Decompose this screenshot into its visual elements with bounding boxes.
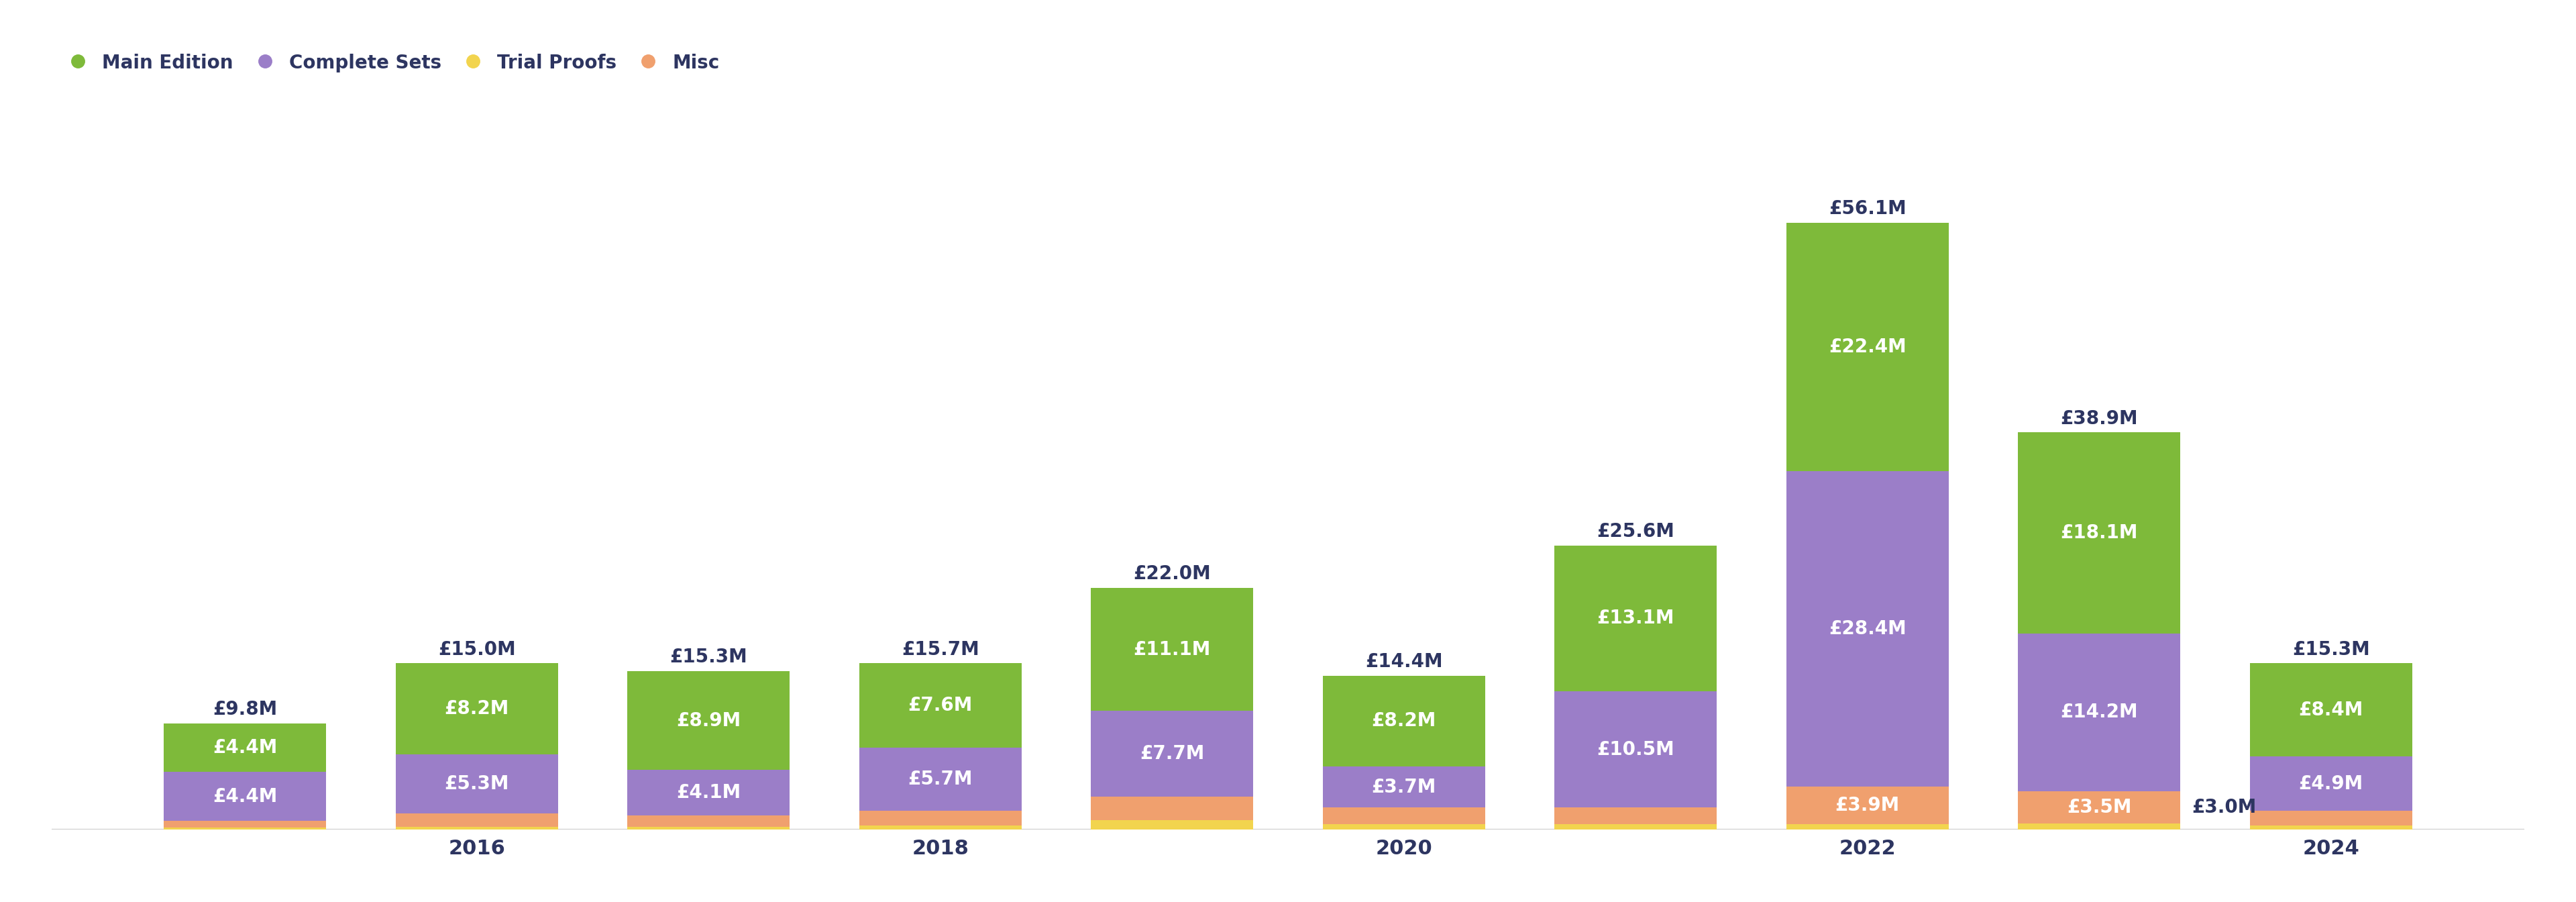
Text: £3.7M: £3.7M [1370, 778, 1437, 796]
Bar [629, 815, 791, 826]
Bar [1553, 824, 1716, 830]
Text: £3.0M: £3.0M [2192, 797, 2257, 816]
Bar [1785, 787, 1947, 824]
Bar [397, 826, 559, 830]
Bar [397, 663, 559, 754]
Bar [2249, 757, 2411, 811]
Bar [2017, 432, 2179, 633]
Text: £5.3M: £5.3M [446, 775, 510, 793]
Legend: Main Edition, Complete Sets, Trial Proofs, Misc: Main Edition, Complete Sets, Trial Proof… [62, 45, 726, 80]
Text: £22.4M: £22.4M [1829, 337, 1906, 356]
Text: £28.4M: £28.4M [1829, 620, 1906, 639]
Bar [1321, 807, 1484, 824]
Bar [2249, 811, 2411, 825]
Bar [1321, 676, 1484, 767]
Text: £11.1M: £11.1M [1133, 640, 1211, 658]
Bar [397, 754, 559, 814]
Bar [1321, 767, 1484, 807]
Text: £38.9M: £38.9M [2061, 410, 2138, 428]
Bar [2017, 791, 2179, 824]
Text: £5.7M: £5.7M [907, 770, 974, 788]
Bar [1092, 588, 1255, 711]
Bar [165, 821, 327, 828]
Bar [860, 748, 1023, 811]
Text: £4.9M: £4.9M [2298, 775, 2362, 793]
Bar [165, 772, 327, 821]
Bar [1785, 824, 1947, 830]
Bar [165, 723, 327, 772]
Text: £15.3M: £15.3M [670, 648, 747, 667]
Bar [165, 828, 327, 830]
Text: £25.6M: £25.6M [1597, 522, 1674, 541]
Text: £15.3M: £15.3M [2293, 640, 2370, 658]
Text: £14.4M: £14.4M [1365, 652, 1443, 671]
Bar [1553, 691, 1716, 807]
Text: £56.1M: £56.1M [1829, 199, 1906, 218]
Bar [2017, 824, 2179, 830]
Bar [1321, 824, 1484, 830]
Bar [860, 663, 1023, 748]
Bar [2249, 825, 2411, 830]
Bar [860, 825, 1023, 830]
Bar [1553, 807, 1716, 824]
Bar [629, 671, 791, 770]
Bar [1785, 471, 1947, 787]
Text: £4.4M: £4.4M [214, 739, 278, 757]
Text: £3.5M: £3.5M [2066, 797, 2130, 816]
Text: £18.1M: £18.1M [2061, 523, 2138, 542]
Text: £7.7M: £7.7M [1139, 744, 1206, 763]
Bar [1785, 223, 1947, 471]
Bar [2249, 663, 2411, 757]
Text: £7.6M: £7.6M [907, 696, 974, 715]
Bar [629, 770, 791, 815]
Bar [1092, 711, 1255, 796]
Text: £8.9M: £8.9M [677, 711, 742, 730]
Bar [860, 811, 1023, 825]
Text: £13.1M: £13.1M [1597, 609, 1674, 628]
Bar [1092, 796, 1255, 820]
Bar [629, 826, 791, 830]
Bar [397, 814, 559, 826]
Text: £9.8M: £9.8M [214, 700, 278, 719]
Text: £15.7M: £15.7M [902, 640, 979, 658]
Text: £3.9M: £3.9M [1834, 796, 1899, 815]
Text: £8.2M: £8.2M [1370, 712, 1437, 731]
Bar [1553, 546, 1716, 691]
Bar [2017, 633, 2179, 791]
Text: £4.4M: £4.4M [214, 787, 278, 805]
Bar [1092, 820, 1255, 830]
Text: £8.4M: £8.4M [2298, 701, 2362, 719]
Text: £14.2M: £14.2M [2061, 703, 2138, 722]
Text: £15.0M: £15.0M [438, 640, 515, 658]
Text: £22.0M: £22.0M [1133, 565, 1211, 584]
Text: £8.2M: £8.2M [446, 699, 510, 718]
Text: £4.1M: £4.1M [677, 783, 742, 802]
Text: £10.5M: £10.5M [1597, 740, 1674, 759]
